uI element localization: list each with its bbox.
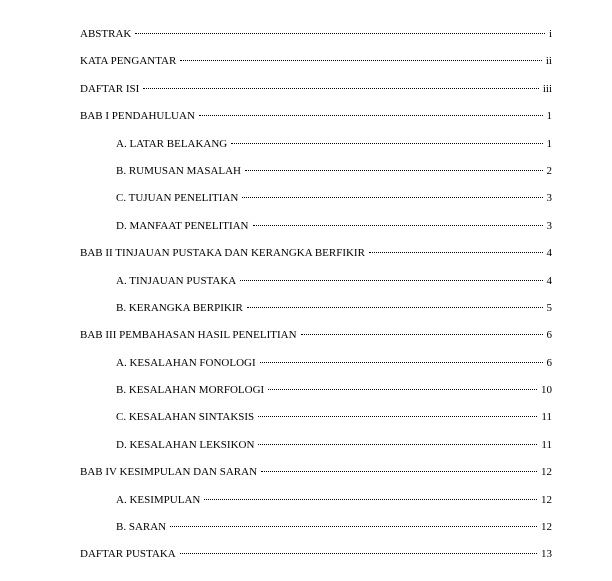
toc-page: 12 <box>539 521 552 533</box>
toc-row: C. TUJUAN PENELITIAN 3 <box>116 192 552 204</box>
toc-dots <box>247 307 543 308</box>
toc-label: B. KESALAHAN MORFOLOGI <box>116 384 266 396</box>
toc-page: 1 <box>545 138 553 150</box>
toc-label: DAFTAR ISI <box>80 83 141 95</box>
table-of-contents: ABSTRAK i KATA PENGANTAR ii DAFTAR ISI iii BAB… <box>80 28 552 560</box>
toc-dots <box>369 252 543 253</box>
toc-dots <box>180 553 537 554</box>
toc-row: A. LATAR BELAKANG 1 <box>116 138 552 150</box>
toc-page: 11 <box>539 439 552 451</box>
toc-label: A. KESALAHAN FONOLOGI <box>116 357 258 369</box>
toc-dots <box>170 526 537 527</box>
toc-page: 12 <box>539 466 552 478</box>
toc-dots <box>242 197 542 198</box>
toc-row: A. KESIMPULAN 12 <box>116 494 552 506</box>
toc-page: 6 <box>545 357 553 369</box>
toc-label: B. RUMUSAN MASALAH <box>116 165 243 177</box>
toc-page: i <box>547 28 552 40</box>
toc-row: BAB I PENDAHULUAN 1 <box>80 110 552 122</box>
toc-dots <box>180 60 542 61</box>
toc-label: C. KESALAHAN SINTAKSIS <box>116 411 256 423</box>
toc-label: BAB III PEMBAHASAN HASIL PENELITIAN <box>80 329 299 341</box>
toc-dots <box>199 115 543 116</box>
toc-row: C. KESALAHAN SINTAKSIS 11 <box>116 411 552 423</box>
toc-page: iii <box>541 83 552 95</box>
toc-label: B. SARAN <box>116 521 168 533</box>
toc-page: 13 <box>539 548 552 560</box>
toc-dots <box>231 143 542 144</box>
toc-label: B. KERANGKA BERPIKIR <box>116 302 245 314</box>
toc-label: DAFTAR PUSTAKA <box>80 548 178 560</box>
toc-page: 1 <box>545 110 553 122</box>
toc-page: 3 <box>545 220 553 232</box>
toc-dots <box>258 416 537 417</box>
toc-dots <box>135 33 545 34</box>
toc-row: A. TINJAUAN PUSTAKA 4 <box>116 275 552 287</box>
toc-row: KATA PENGANTAR ii <box>80 55 552 67</box>
toc-label: C. TUJUAN PENELITIAN <box>116 192 240 204</box>
toc-row: B. KESALAHAN MORFOLOGI 10 <box>116 384 552 396</box>
toc-label: A. TINJAUAN PUSTAKA <box>116 275 238 287</box>
toc-label: ABSTRAK <box>80 28 133 40</box>
toc-dots <box>143 88 539 89</box>
toc-label: KATA PENGANTAR <box>80 55 178 67</box>
toc-label: BAB II TINJAUAN PUSTAKA DAN KERANGKA BER… <box>80 247 367 259</box>
toc-label: D. KESALAHAN LEKSIKON <box>116 439 256 451</box>
toc-row: BAB II TINJAUAN PUSTAKA DAN KERANGKA BER… <box>80 247 552 259</box>
toc-page: 5 <box>545 302 553 314</box>
toc-page: 12 <box>539 494 552 506</box>
toc-page: 4 <box>545 275 553 287</box>
toc-label: D. MANFAAT PENELITIAN <box>116 220 251 232</box>
toc-row: BAB IV KESIMPULAN DAN SARAN 12 <box>80 466 552 478</box>
toc-dots <box>301 334 543 335</box>
toc-dots <box>260 362 543 363</box>
toc-row: D. MANFAAT PENELITIAN 3 <box>116 220 552 232</box>
toc-dots <box>268 389 537 390</box>
toc-page: ii <box>544 55 552 67</box>
toc-page: 2 <box>545 165 553 177</box>
toc-label: A. KESIMPULAN <box>116 494 202 506</box>
toc-row: B. SARAN 12 <box>116 521 552 533</box>
toc-dots <box>245 170 543 171</box>
toc-dots <box>258 444 537 445</box>
toc-page: 3 <box>545 192 553 204</box>
toc-label: BAB IV KESIMPULAN DAN SARAN <box>80 466 259 478</box>
toc-dots <box>253 225 543 226</box>
toc-row: BAB III PEMBAHASAN HASIL PENELITIAN 6 <box>80 329 552 341</box>
toc-page: 10 <box>539 384 552 396</box>
toc-row: B. KERANGKA BERPIKIR 5 <box>116 302 552 314</box>
toc-row: A. KESALAHAN FONOLOGI 6 <box>116 357 552 369</box>
toc-label: A. LATAR BELAKANG <box>116 138 229 150</box>
toc-row: D. KESALAHAN LEKSIKON 11 <box>116 439 552 451</box>
toc-dots <box>204 499 537 500</box>
toc-row: DAFTAR ISI iii <box>80 83 552 95</box>
toc-page: 4 <box>545 247 553 259</box>
toc-row: DAFTAR PUSTAKA 13 <box>80 548 552 560</box>
toc-row: B. RUMUSAN MASALAH 2 <box>116 165 552 177</box>
toc-page: 11 <box>539 411 552 423</box>
toc-dots <box>261 471 537 472</box>
toc-row: ABSTRAK i <box>80 28 552 40</box>
toc-label: BAB I PENDAHULUAN <box>80 110 197 122</box>
toc-page: 6 <box>545 329 553 341</box>
toc-dots <box>240 280 542 281</box>
